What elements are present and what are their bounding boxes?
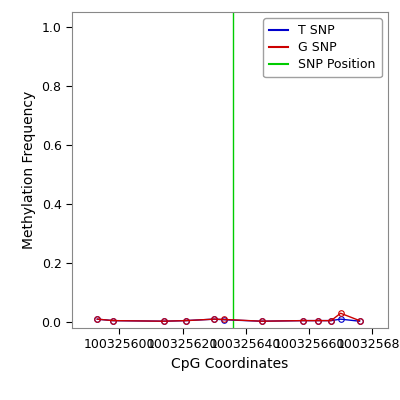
Y-axis label: Methylation Frequency: Methylation Frequency bbox=[22, 91, 36, 249]
X-axis label: CpG Coordinates: CpG Coordinates bbox=[171, 357, 289, 371]
Legend: T SNP, G SNP, SNP Position: T SNP, G SNP, SNP Position bbox=[263, 18, 382, 77]
